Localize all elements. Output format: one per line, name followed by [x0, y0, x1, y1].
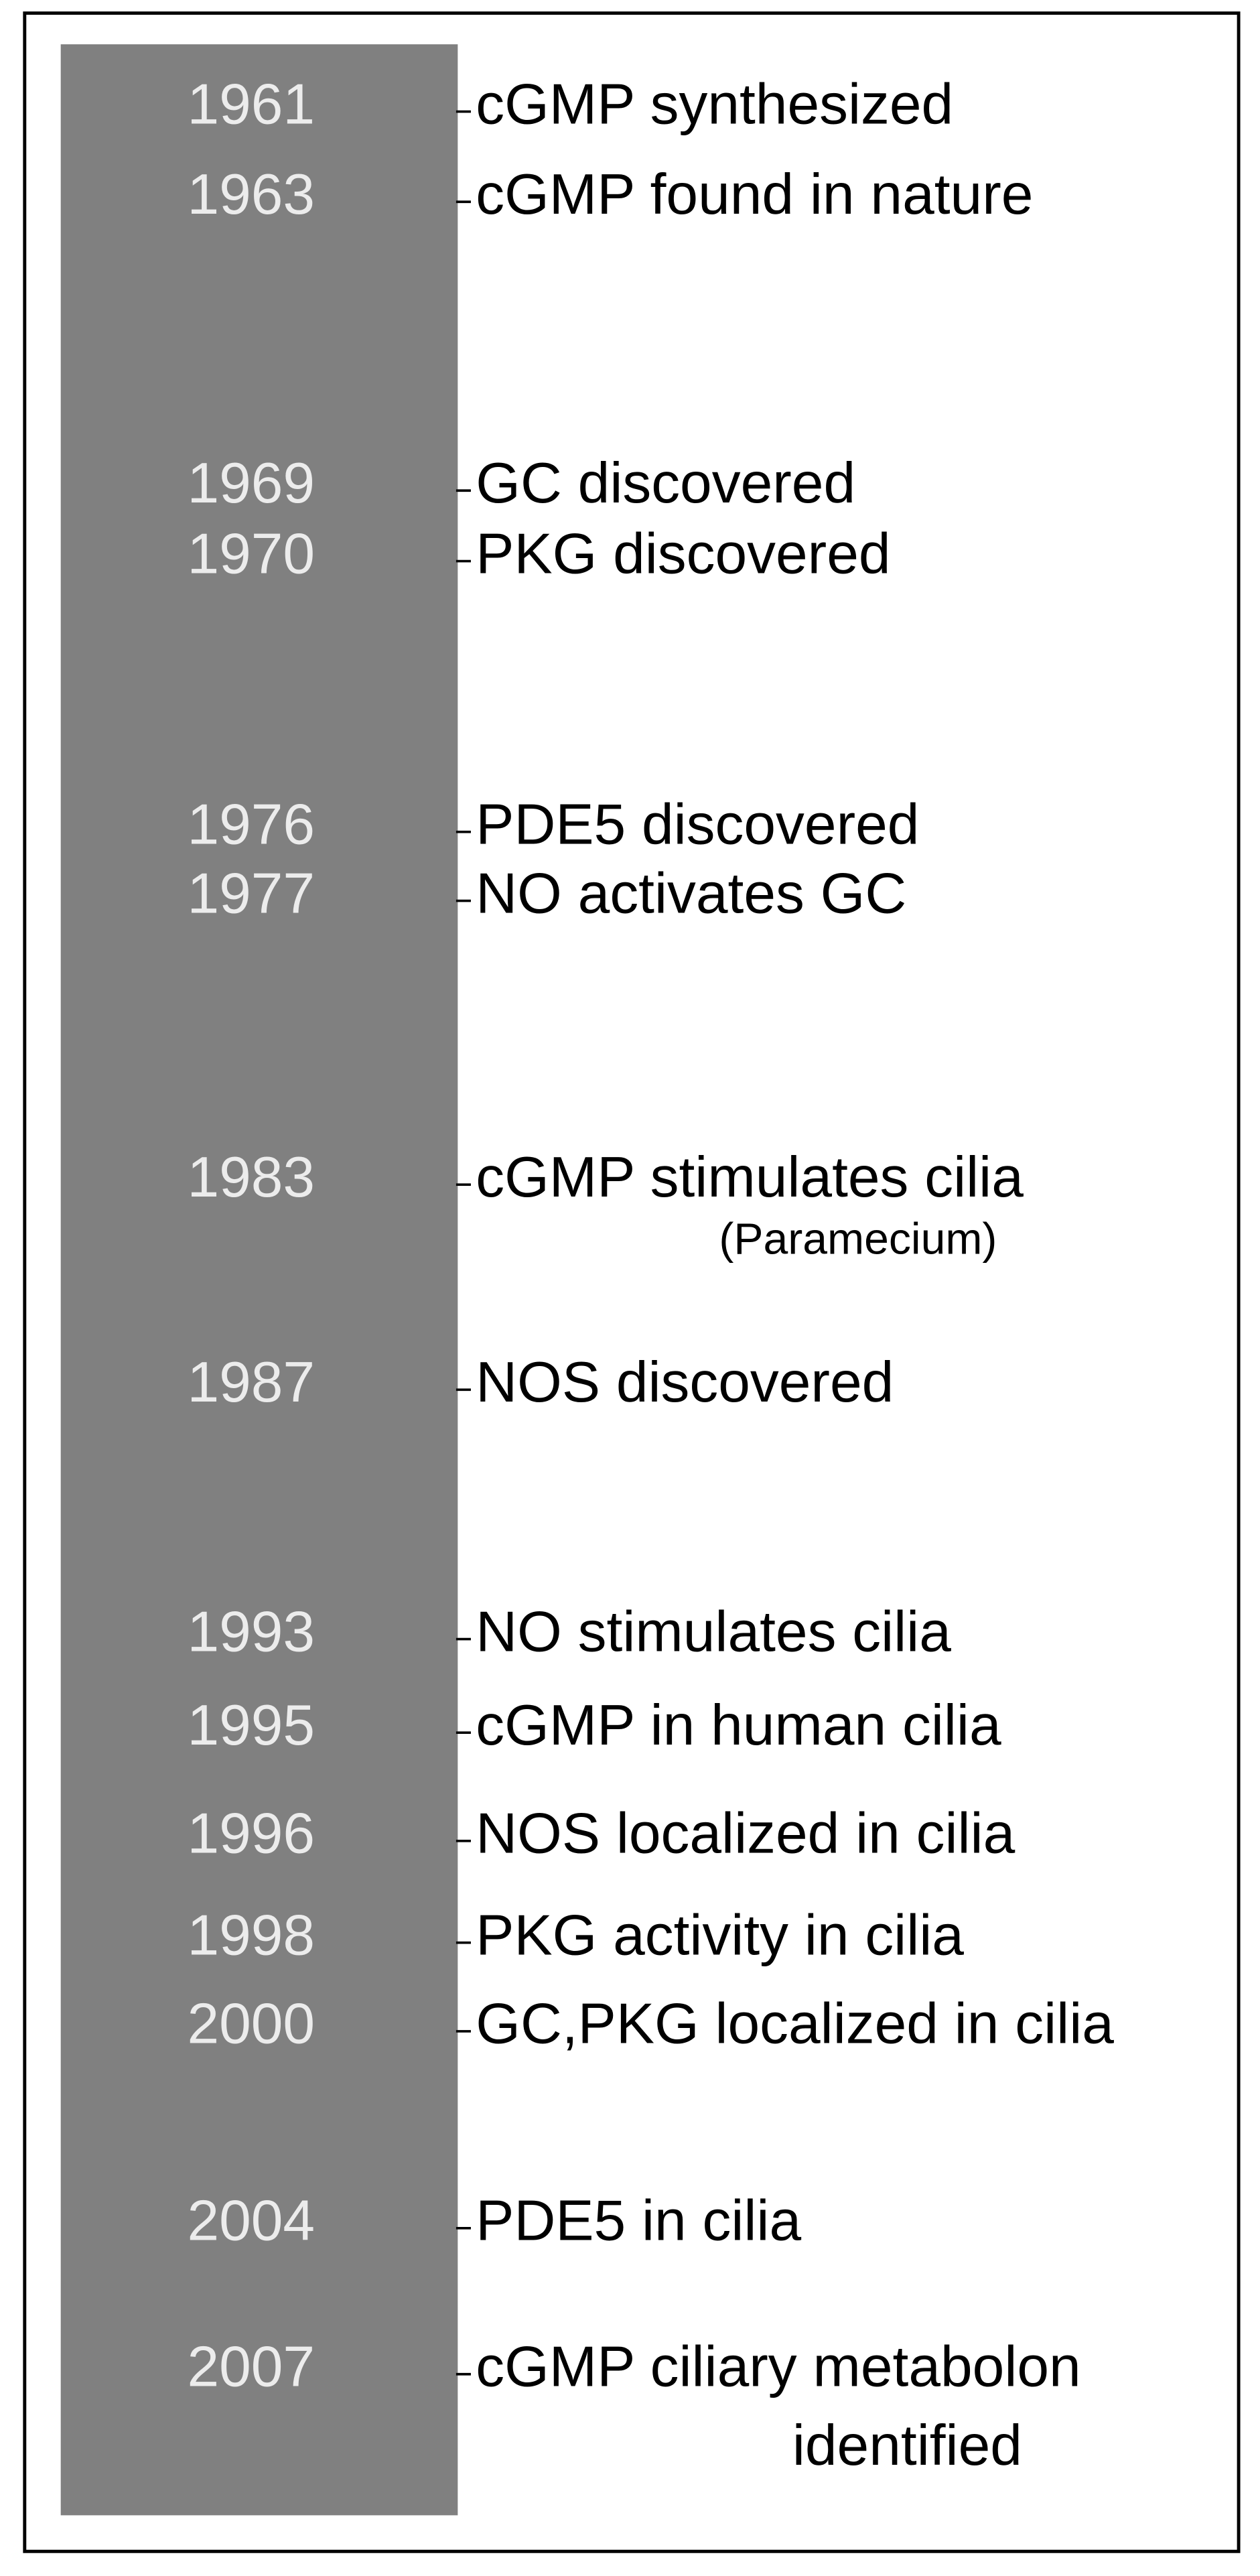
event-label: NOS discovered	[476, 1350, 894, 1414]
event-year: 2000	[187, 1992, 315, 2056]
event-year: 1987	[187, 1350, 315, 1414]
event-label: NO stimulates cilia	[476, 1599, 951, 1664]
event-year: 1961	[187, 72, 315, 136]
event-label: PDE5 discovered	[476, 792, 919, 856]
event-label: PKG activity in cilia	[476, 1903, 964, 1967]
year-column	[60, 44, 458, 2516]
event-label: cGMP ciliary metabolon	[476, 2335, 1080, 2399]
event-note: identified	[792, 2413, 1022, 2478]
events: 1961 cGMP synthesized 1963 cGMP found in na…	[187, 72, 1114, 2478]
event-year: 1969	[187, 451, 315, 515]
event-year: 1976	[187, 792, 315, 856]
event-year: 1996	[187, 1802, 315, 1866]
event-label: NOS localized in cilia	[476, 1802, 1015, 1866]
event-year: 1970	[187, 521, 315, 586]
event-year: 2004	[187, 2189, 315, 2253]
event-label: cGMP found in nature	[476, 162, 1033, 226]
event-label: NO activates GC	[476, 861, 906, 925]
event-label: PKG discovered	[476, 521, 890, 586]
event-note: (Paramecium)	[719, 1214, 997, 1264]
frame	[23, 11, 1241, 2553]
event-year: 1993	[187, 1599, 315, 1664]
event-label: PDE5 in cilia	[476, 2189, 801, 2253]
event-year: 1983	[187, 1145, 315, 1209]
event-label: GC discovered	[476, 451, 855, 515]
event-label: cGMP stimulates cilia	[476, 1145, 1024, 1209]
event-year: 2007	[187, 2335, 315, 2399]
event-label: cGMP synthesized	[476, 72, 953, 136]
event-label: GC,PKG localized in cilia	[476, 1992, 1114, 2056]
event-label: cGMP in human cilia	[476, 1693, 1001, 1757]
event-year: 1963	[187, 162, 315, 226]
event-year: 1977	[187, 861, 315, 925]
event-year: 1998	[187, 1903, 315, 1967]
event-year: 1995	[187, 1693, 315, 1757]
